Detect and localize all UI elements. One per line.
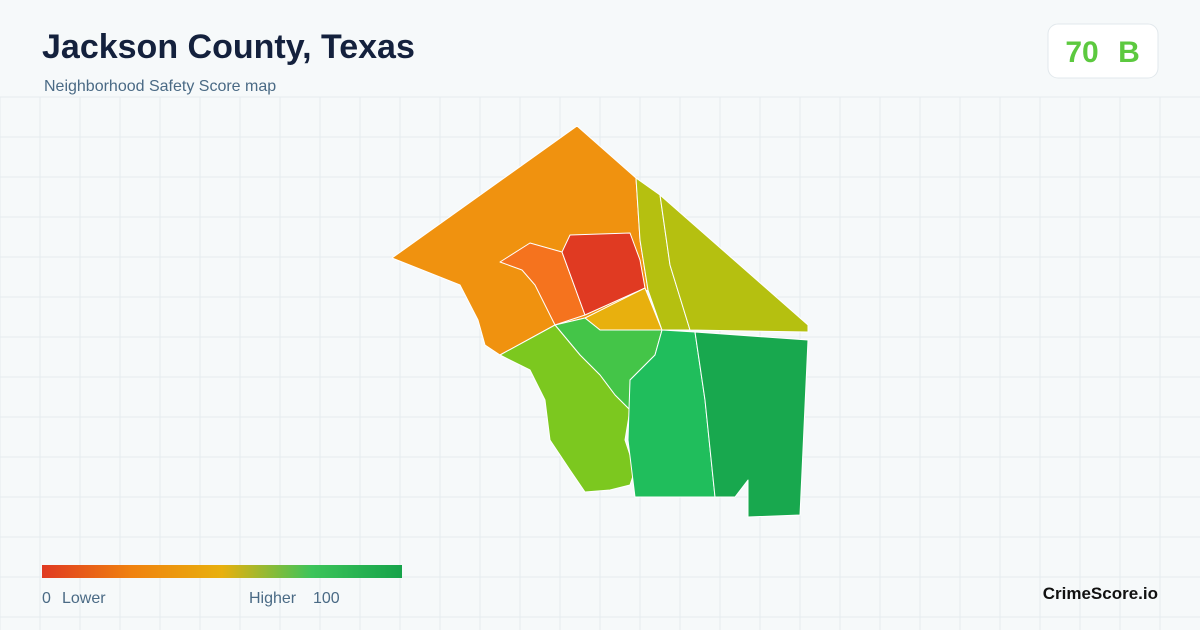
legend-max: 100 <box>313 590 340 607</box>
score-grade: B <box>1118 36 1140 69</box>
subtitle: Neighborhood Safety Score map <box>44 78 276 95</box>
region <box>694 331 809 518</box>
legend-max-label: Higher <box>249 590 297 607</box>
brand: CrimeScore.io <box>1043 584 1158 603</box>
score-badge <box>1047 23 1159 79</box>
county-map <box>391 125 809 518</box>
region <box>659 194 809 333</box>
legend-scale <box>42 565 402 578</box>
legend-min: 0 <box>42 590 51 607</box>
score-value: 70 <box>1065 36 1098 69</box>
title: Jackson County, Texas <box>42 28 415 66</box>
legend-min-label: Lower <box>62 590 106 607</box>
